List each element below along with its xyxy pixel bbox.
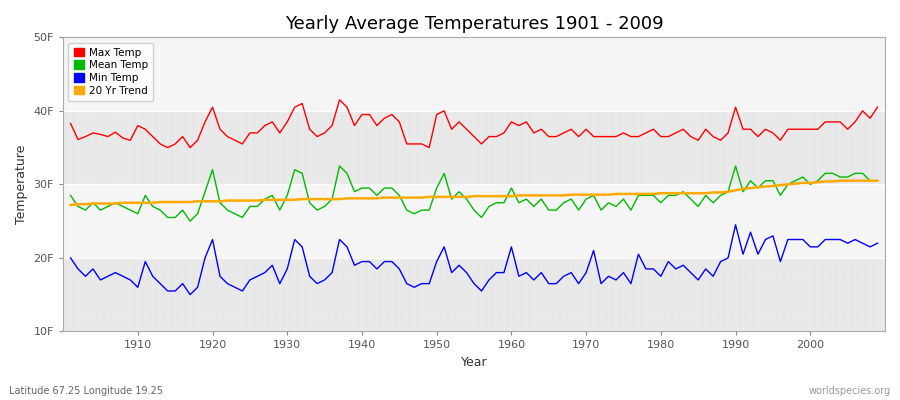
X-axis label: Year: Year [461,356,488,369]
Bar [63,258,885,332]
Text: Latitude 67.25 Longitude 19.25: Latitude 67.25 Longitude 19.25 [9,386,163,396]
Y-axis label: Temperature: Temperature [15,145,28,224]
Title: Yearly Average Temperatures 1901 - 2009: Yearly Average Temperatures 1901 - 2009 [284,15,663,33]
Bar [63,37,885,111]
Legend: Max Temp, Mean Temp, Min Temp, 20 Yr Trend: Max Temp, Mean Temp, Min Temp, 20 Yr Tre… [68,42,154,101]
Bar [63,111,885,184]
Bar [63,184,885,258]
Text: worldspecies.org: worldspecies.org [809,386,891,396]
